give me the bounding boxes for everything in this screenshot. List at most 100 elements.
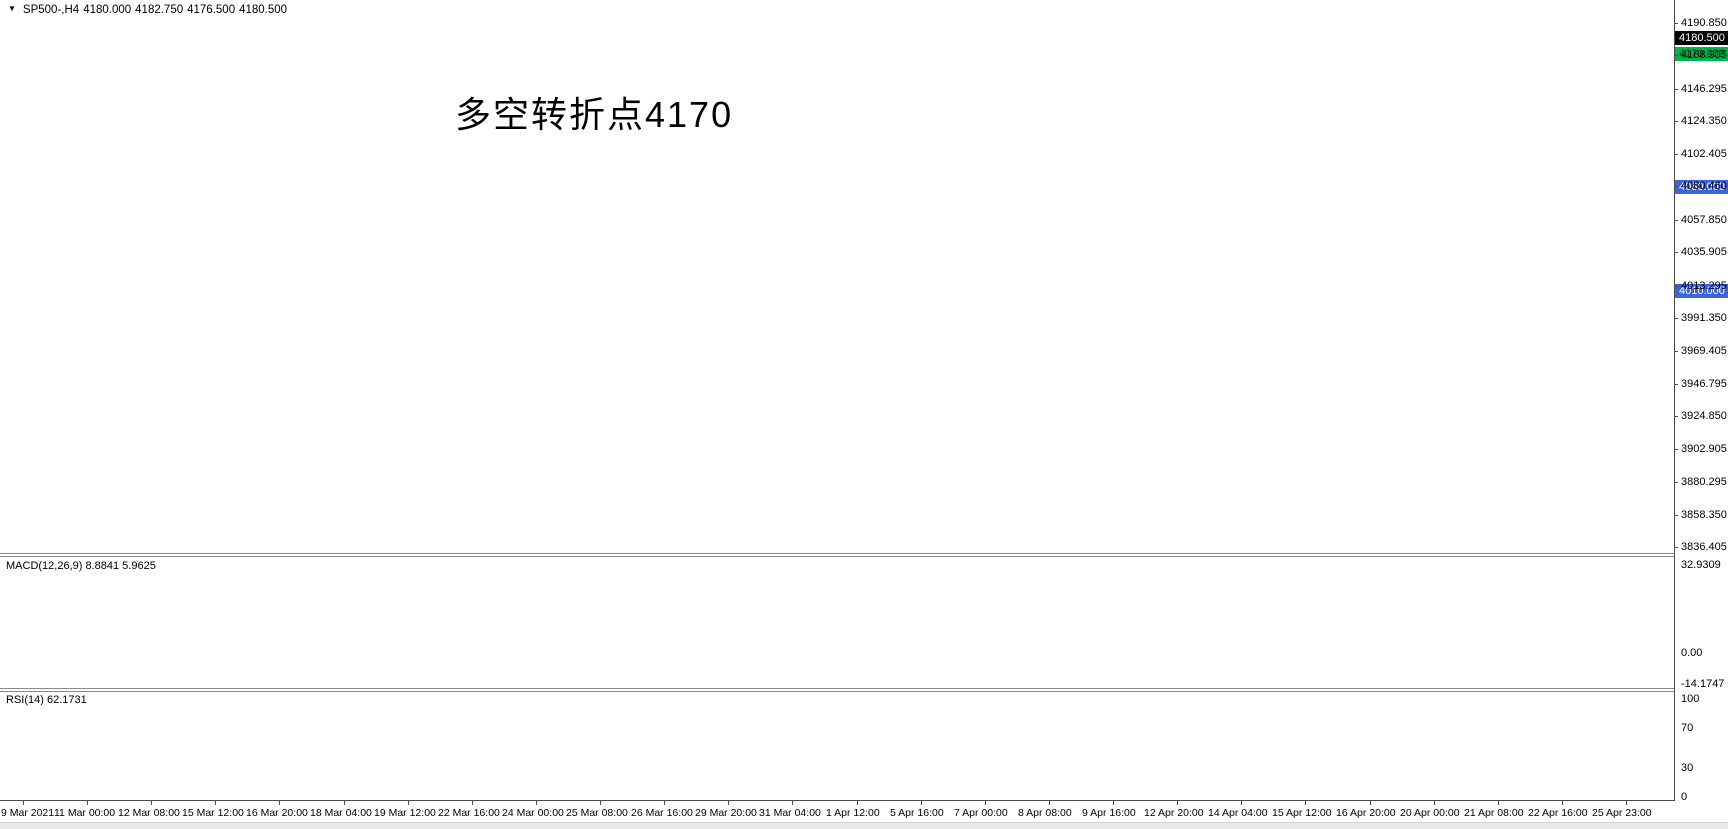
rsi-panel-chart[interactable]	[0, 0, 1674, 108]
time-tick	[344, 801, 345, 805]
price-tick	[1674, 286, 1678, 287]
price-tick	[1674, 482, 1678, 483]
panel-separator[interactable]	[0, 691, 1728, 692]
rsi-label: RSI(14) 62.1731	[6, 694, 87, 706]
macd-label: MACD(12,26,9) 8.8841 5.9625	[6, 560, 156, 572]
price-tick	[1674, 55, 1678, 56]
price-tick-label: 4146.295	[1681, 83, 1727, 95]
price-tick	[1674, 384, 1678, 385]
time-tick-label: 7 Apr 00:00	[954, 807, 1008, 819]
price-tick	[1674, 252, 1678, 253]
time-axis-border	[0, 800, 1728, 801]
time-tick-label: 29 Mar 20:00	[695, 807, 757, 819]
ohlc-low: 4176.500	[187, 4, 236, 16]
time-tick	[472, 801, 473, 805]
time-tick-label: 19 Mar 12:00	[374, 807, 436, 819]
time-tick	[1241, 801, 1242, 805]
time-tick	[921, 801, 922, 805]
indicator-axis-label: 30	[1681, 761, 1694, 774]
price-tick-label: 4057.850	[1681, 214, 1727, 226]
time-tick-label: 25 Apr 23:00	[1592, 807, 1652, 819]
time-tick	[1370, 801, 1371, 805]
time-tick	[23, 801, 24, 805]
panel-separator[interactable]	[0, 553, 1728, 554]
indicator-axis-label: -14.1747	[1681, 678, 1725, 690]
time-tick	[215, 801, 216, 805]
time-tick-label: 15 Apr 12:00	[1272, 807, 1332, 819]
price-tick-label: 4080.460	[1681, 180, 1727, 192]
price-tick	[1674, 154, 1678, 155]
time-tick	[1434, 801, 1435, 805]
time-tick	[151, 801, 152, 805]
time-tick-label: 15 Mar 12:00	[182, 807, 244, 819]
time-tick-label: 25 Mar 08:00	[566, 807, 628, 819]
symbol-dropdown-icon[interactable]: ▼	[8, 4, 16, 13]
time-tick-label: 22 Mar 16:00	[438, 807, 500, 819]
time-tick-label: 18 Mar 04:00	[310, 807, 372, 819]
time-tick	[1626, 801, 1627, 805]
time-tick	[792, 801, 793, 805]
price-tick-label: 3991.350	[1681, 312, 1727, 324]
price-tick	[1674, 89, 1678, 90]
price-tick	[1674, 449, 1678, 450]
time-axis[interactable]: 9 Mar 2021 11 Mar 00:00 12 Mar 08:00 15 Mar…	[0, 801, 1728, 822]
time-tick-label: 26 Mar 16:00	[631, 807, 693, 819]
ohlc-close: 4180.500	[239, 4, 288, 16]
time-tick	[600, 801, 601, 805]
price-tick-label: 3969.405	[1681, 345, 1727, 357]
indicator-axis-label: 70	[1681, 722, 1694, 735]
price-tick	[1674, 515, 1678, 516]
time-tick-label: 31 Mar 04:00	[759, 807, 821, 819]
price-tick	[1674, 186, 1678, 187]
price-tick	[1674, 23, 1678, 24]
time-tick	[536, 801, 537, 805]
price-tick	[1674, 351, 1678, 352]
time-tick	[857, 801, 858, 805]
price-tick-label: 4035.905	[1681, 246, 1727, 258]
support-4010-badge: 4010.000	[1675, 284, 1728, 298]
price-axis	[1674, 0, 1728, 801]
price-tick-label: 3902.905	[1681, 443, 1727, 455]
panel-separator[interactable]	[0, 688, 1728, 689]
pivot-4170-badge: 4170.000	[1675, 47, 1728, 61]
window-bottom-strip	[0, 822, 1728, 829]
time-tick-label: 8 Apr 08:00	[1018, 807, 1072, 819]
ohlc-high: 4182.750	[135, 4, 184, 16]
price-tick-label: 3946.795	[1681, 378, 1727, 390]
panel-separator[interactable]	[0, 556, 1728, 557]
indicator-axis-label: 100	[1681, 693, 1700, 705]
time-tick-label: 24 Mar 00:00	[502, 807, 564, 819]
price-tick-label: 3836.405	[1681, 541, 1727, 553]
time-tick	[87, 801, 88, 805]
price-tick	[1674, 220, 1678, 221]
ohlc-open: 4180.000	[83, 4, 132, 16]
time-tick-label: 12 Apr 20:00	[1144, 807, 1204, 819]
time-tick-label: 5 Apr 16:00	[890, 807, 944, 819]
time-tick-label: 20 Apr 00:00	[1400, 807, 1460, 819]
time-tick-label: 16 Apr 20:00	[1336, 807, 1396, 819]
current-price-badge: 4180.500	[1675, 31, 1728, 45]
time-tick	[985, 801, 986, 805]
time-tick	[1113, 801, 1114, 805]
time-tick-label: 11 Mar 00:00	[54, 807, 116, 819]
time-tick-label: 14 Apr 04:00	[1208, 807, 1268, 819]
price-tick-label: 4124.350	[1681, 115, 1727, 127]
time-tick	[408, 801, 409, 805]
indicator-axis-label: 0	[1681, 791, 1688, 803]
time-tick	[728, 801, 729, 805]
price-tick	[1674, 318, 1678, 319]
time-tick-label: 12 Mar 08:00	[118, 807, 180, 819]
time-tick	[1049, 801, 1050, 805]
price-tick	[1674, 121, 1678, 122]
time-tick	[279, 801, 280, 805]
support-4080-badge: 4080.000	[1675, 180, 1728, 194]
time-tick-label: 9 Apr 16:00	[1082, 807, 1136, 819]
price-tick-label: 4190.850	[1681, 17, 1727, 29]
time-tick-label: 1 Apr 12:00	[826, 807, 880, 819]
time-tick	[1177, 801, 1178, 805]
price-tick	[1674, 416, 1678, 417]
price-tick-label: 3880.295	[1681, 476, 1727, 488]
price-tick-label: 3924.850	[1681, 410, 1727, 422]
time-tick	[664, 801, 665, 805]
